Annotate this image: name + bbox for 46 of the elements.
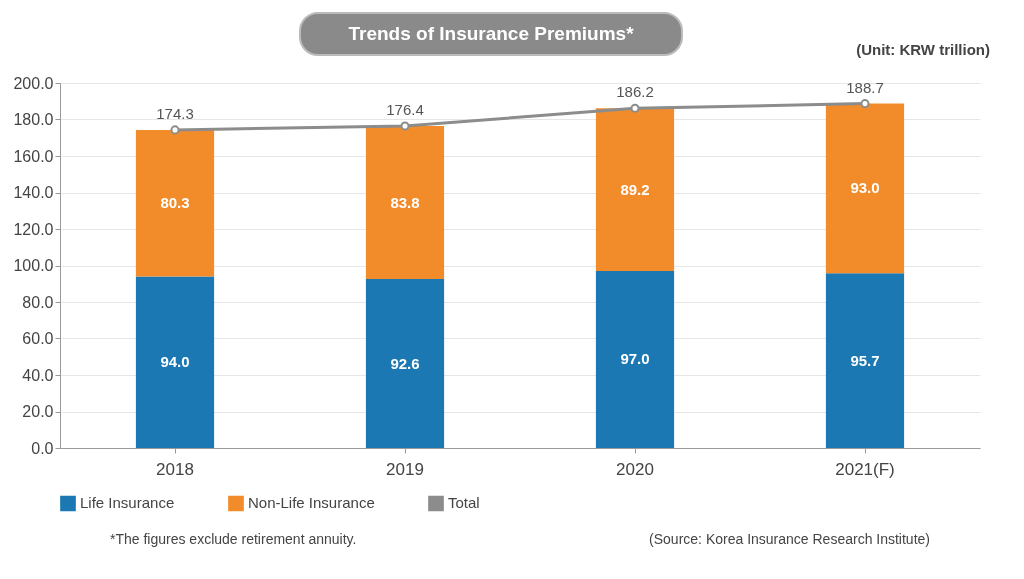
y-tick-label: 120.0 — [13, 220, 54, 238]
point — [860, 99, 870, 109]
x-tick-label: 2021(F) — [835, 459, 895, 479]
y-tick-label: 180.0 — [13, 111, 54, 128]
bar — [135, 276, 215, 448]
data-label: 97.0 — [620, 350, 650, 368]
legend-label: Life Insurance — [80, 494, 175, 512]
text: *The figures exclude retirement annuity. — [110, 531, 357, 547]
data-label: 92.6 — [390, 354, 420, 372]
bar — [595, 270, 675, 448]
bar — [595, 108, 675, 271]
chart-title: Trends of Insurance Premiums* — [348, 23, 635, 44]
y-tick-label: 60.0 — [22, 330, 54, 347]
data-label: 186.2 — [616, 83, 654, 101]
data-label: 83.8 — [390, 193, 420, 211]
x-tick-label: 2019 — [386, 459, 424, 479]
data-label: 188.7 — [846, 78, 884, 96]
text: (Unit: KRW trillion) — [856, 41, 990, 58]
x-tick-label: 2018 — [156, 459, 194, 479]
x-tick-label: 2020 — [616, 459, 654, 479]
y-tick-label: 160.0 — [13, 147, 54, 165]
y-tick-label: 140.0 — [13, 184, 54, 201]
data-label: 94.0 — [160, 353, 190, 371]
bar — [365, 126, 445, 280]
bar — [135, 129, 215, 277]
bar — [825, 103, 905, 274]
point — [630, 103, 640, 113]
data-label: 174.3 — [156, 104, 194, 122]
data-label: 93.0 — [850, 179, 880, 197]
bar — [825, 273, 905, 448]
point — [400, 121, 410, 131]
y-tick-label: 20.0 — [22, 403, 54, 420]
data-label: 80.3 — [160, 194, 190, 212]
legend-label: Total — [448, 494, 480, 512]
y-tick-label: 40.0 — [22, 366, 54, 384]
bar — [365, 279, 445, 448]
y-tick-label: 0.0 — [31, 439, 54, 457]
point — [170, 125, 180, 135]
y-tick-label: 80.0 — [22, 293, 54, 311]
legend-label: Non-Life Insurance — [248, 494, 375, 512]
data-label: 176.4 — [386, 101, 424, 119]
y-tick-label: 100.0 — [13, 257, 54, 274]
data-label: 95.7 — [850, 351, 880, 369]
y-tick-label: 200.0 — [13, 74, 54, 92]
text: (Source: Korea Insurance Research Institute) — [649, 531, 930, 547]
data-label: 89.2 — [620, 180, 650, 198]
